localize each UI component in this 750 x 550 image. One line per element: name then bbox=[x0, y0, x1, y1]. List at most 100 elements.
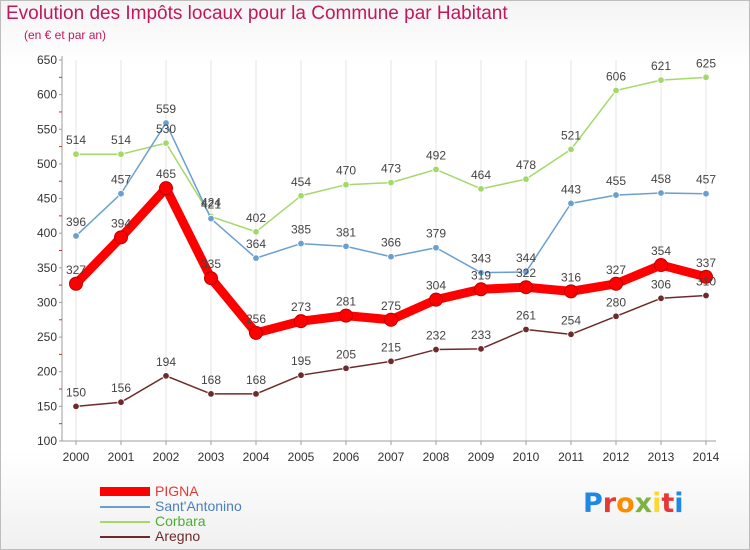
data-point-pigna bbox=[294, 314, 308, 329]
data-label: 478 bbox=[516, 158, 536, 172]
data-point-sant-antonino bbox=[207, 214, 215, 223]
data-point-sant-antonino bbox=[522, 268, 530, 276]
data-point-pigna bbox=[609, 276, 623, 291]
y-tick-label: 200 bbox=[37, 365, 57, 379]
legend-swatch bbox=[100, 521, 150, 523]
data-point-corbara bbox=[252, 228, 260, 236]
data-label: 464 bbox=[471, 168, 491, 182]
data-label: 396 bbox=[66, 215, 86, 229]
data-label: 458 bbox=[651, 172, 671, 186]
data-point-pigna bbox=[159, 181, 173, 196]
logo-letter: t bbox=[661, 488, 675, 519]
data-label: 379 bbox=[426, 227, 446, 241]
data-point-corbara bbox=[387, 178, 395, 187]
x-tick-label: 2014 bbox=[693, 450, 720, 464]
data-point-aregno bbox=[612, 312, 620, 321]
data-point-pigna bbox=[654, 258, 668, 273]
legend-label: Sant'Antonino bbox=[155, 498, 242, 514]
data-label: 421 bbox=[201, 198, 221, 212]
x-tick-label: 2012 bbox=[603, 450, 630, 464]
legend-label: PIGNA bbox=[155, 483, 199, 499]
data-point-aregno bbox=[297, 371, 305, 379]
proxiti-logo: Proxiti bbox=[583, 488, 684, 519]
data-point-aregno bbox=[207, 390, 215, 398]
data-label: 457 bbox=[696, 173, 716, 187]
data-label: 168 bbox=[246, 373, 266, 387]
data-label: 625 bbox=[696, 56, 716, 70]
data-label: 364 bbox=[246, 237, 266, 251]
data-point-corbara bbox=[117, 150, 125, 158]
data-label: 521 bbox=[561, 128, 581, 142]
data-label: 492 bbox=[426, 148, 446, 162]
y-tick-label: 350 bbox=[37, 261, 57, 275]
data-point-pigna bbox=[339, 308, 353, 323]
chart-axes bbox=[59, 56, 716, 442]
data-label: 233 bbox=[471, 328, 491, 342]
data-label: 343 bbox=[471, 252, 491, 266]
data-point-aregno bbox=[477, 345, 485, 353]
legend-swatch bbox=[100, 487, 150, 496]
data-point-corbara bbox=[612, 86, 620, 95]
data-label: 381 bbox=[336, 225, 356, 239]
data-label: 385 bbox=[291, 223, 311, 237]
data-label: 150 bbox=[66, 385, 86, 399]
x-tick-label: 2002 bbox=[153, 450, 180, 464]
data-point-corbara bbox=[522, 175, 530, 183]
y-tick-label: 500 bbox=[37, 157, 57, 171]
data-point-pigna bbox=[699, 269, 713, 284]
data-label: 470 bbox=[336, 164, 356, 178]
data-label: 194 bbox=[156, 355, 176, 369]
chart-subtitle: (en € et par an) bbox=[24, 28, 107, 42]
data-point-sant-antonino bbox=[657, 189, 665, 197]
data-point-aregno bbox=[567, 330, 575, 339]
data-label: 473 bbox=[381, 162, 401, 176]
data-label: 621 bbox=[651, 59, 671, 73]
data-point-corbara bbox=[477, 185, 485, 193]
data-point-sant-antonino bbox=[432, 244, 440, 252]
data-point-sant-antonino bbox=[162, 119, 170, 127]
data-label: 344 bbox=[516, 251, 536, 265]
data-label: 366 bbox=[381, 236, 401, 250]
y-tick-label: 450 bbox=[37, 192, 57, 206]
data-labels: 327 394 465 335 256 273 281 275 304 319 322 316 327 3… bbox=[66, 56, 716, 399]
data-point-pigna bbox=[114, 230, 128, 245]
data-label: 530 bbox=[156, 122, 176, 136]
data-point-aregno bbox=[117, 398, 125, 406]
data-label: 232 bbox=[426, 329, 446, 343]
data-label: 256 bbox=[246, 312, 266, 326]
logo-letter: i bbox=[674, 488, 684, 519]
chart-title: Evolution des Impôts locaux pour la Comm… bbox=[6, 3, 508, 24]
data-label: 559 bbox=[156, 102, 176, 116]
x-tick-label: 2009 bbox=[468, 450, 495, 464]
data-label: 465 bbox=[156, 167, 176, 181]
x-tick-label: 2004 bbox=[243, 450, 270, 464]
data-point-sant-antonino bbox=[612, 191, 620, 199]
data-point-aregno bbox=[162, 372, 170, 380]
data-label: 457 bbox=[111, 173, 131, 187]
data-label: 168 bbox=[201, 373, 221, 387]
data-point-sant-antonino bbox=[387, 253, 395, 261]
data-point-pigna bbox=[564, 284, 578, 299]
data-point-pigna bbox=[69, 276, 83, 291]
y-tick-label: 150 bbox=[37, 399, 57, 413]
legend-swatch bbox=[100, 506, 150, 508]
data-label: 394 bbox=[111, 216, 131, 230]
data-label: 215 bbox=[381, 340, 401, 354]
y-tick-label: 300 bbox=[37, 295, 57, 309]
x-tick-label: 2005 bbox=[288, 450, 315, 464]
data-label: 327 bbox=[66, 263, 86, 277]
data-point-aregno bbox=[432, 345, 440, 354]
x-tick-label: 2007 bbox=[378, 450, 405, 464]
data-label: 275 bbox=[381, 299, 401, 313]
data-point-sant-antonino bbox=[297, 239, 305, 248]
y-tick-label: 550 bbox=[37, 122, 57, 136]
data-label: 454 bbox=[291, 175, 311, 189]
logo-letter: o bbox=[616, 488, 635, 519]
data-point-pigna bbox=[204, 271, 218, 286]
data-point-corbara bbox=[342, 180, 350, 189]
data-point-corbara bbox=[72, 150, 80, 158]
data-point-corbara bbox=[567, 145, 575, 154]
chart-grid bbox=[75, 60, 707, 441]
